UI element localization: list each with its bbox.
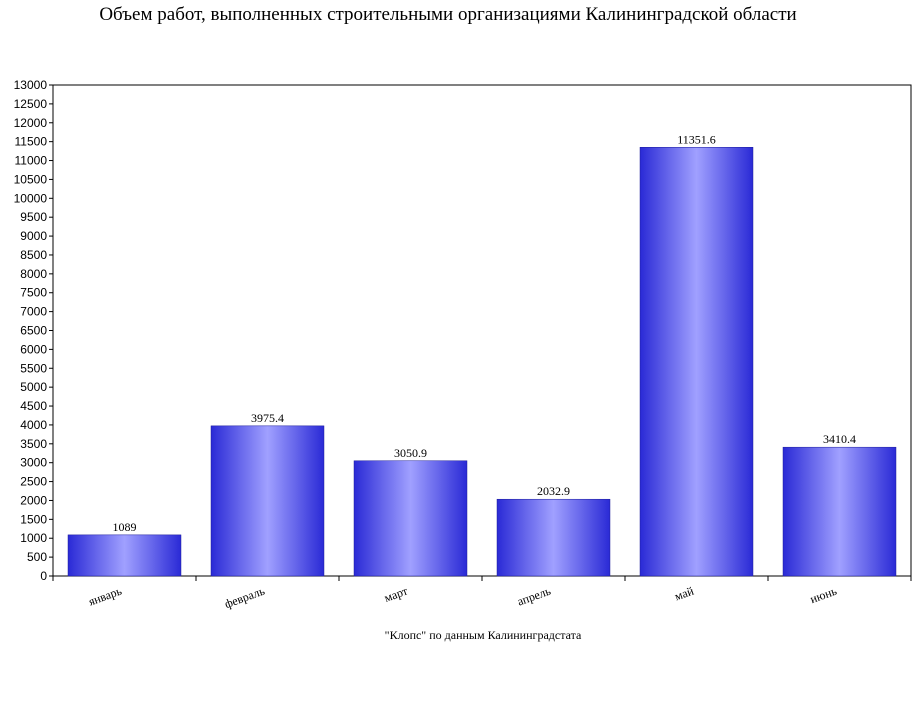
bar (782, 446, 897, 577)
y-tick-label: 13000 (14, 78, 48, 92)
x-tick-label: июнь (808, 583, 839, 606)
y-tick-label: 10500 (14, 172, 48, 186)
bar (639, 147, 754, 577)
data-label: 3050.9 (394, 446, 427, 460)
data-label: 1089 (113, 520, 137, 534)
y-tick-label: 9500 (20, 210, 47, 224)
y-tick-label: 1000 (20, 531, 47, 545)
y-tick-label: 4500 (20, 399, 47, 413)
data-label: 2032.9 (537, 484, 570, 498)
y-tick-label: 3500 (20, 437, 47, 451)
y-tick-label: 11500 (15, 135, 48, 149)
y-tick-label: 6500 (20, 324, 47, 338)
x-tick-label: апрель (515, 583, 553, 608)
chart-title: Объем работ, выполненных строительными о… (99, 4, 797, 25)
y-tick-label: 12500 (14, 97, 48, 111)
bar (353, 460, 468, 577)
data-label: 11351.6 (677, 132, 716, 146)
data-label: 3410.4 (823, 432, 856, 446)
y-tick-label: 6000 (20, 342, 47, 356)
y-tick-label: 5500 (20, 361, 47, 375)
plot-area (52, 84, 912, 577)
x-axis: январь февраль март апрель май июнь (52, 576, 912, 611)
bar (496, 498, 611, 577)
data-label: 3975.4 (251, 411, 284, 425)
y-tick-label: 8000 (20, 267, 47, 281)
y-tick-label: 0 (40, 569, 47, 583)
y-tick-label: 3000 (20, 456, 47, 470)
y-axis: 0 500 1000 1500 2000 2500 3000 3500 4000 4500 5000… (14, 78, 53, 583)
bar (210, 425, 325, 577)
y-tick-label: 7500 (20, 286, 47, 300)
y-tick-label: 2500 (20, 475, 47, 489)
y-tick-label: 5000 (20, 380, 47, 394)
y-tick-label: 12000 (14, 116, 48, 130)
y-tick-label: 4000 (20, 418, 47, 432)
x-tick-label: май (673, 583, 696, 603)
x-tick-label: январь (87, 583, 124, 608)
y-tick-label: 10000 (14, 191, 48, 205)
bar (67, 534, 182, 577)
x-tick-label: февраль (223, 583, 267, 611)
x-tick-label: март (382, 583, 410, 605)
y-tick-label: 11000 (15, 154, 48, 168)
y-tick-label: 9000 (20, 229, 47, 243)
y-tick-label: 8500 (20, 248, 47, 262)
y-tick-label: 2000 (20, 493, 47, 507)
bars: 1089 3975.4 3050.9 2032.9 11351.6 3410.4 (67, 132, 897, 577)
source-note: "Клопс" по данным Калининградстата (384, 628, 582, 642)
y-tick-label: 7000 (20, 305, 47, 319)
y-tick-label: 500 (27, 550, 47, 564)
y-tick-label: 1500 (20, 512, 47, 526)
